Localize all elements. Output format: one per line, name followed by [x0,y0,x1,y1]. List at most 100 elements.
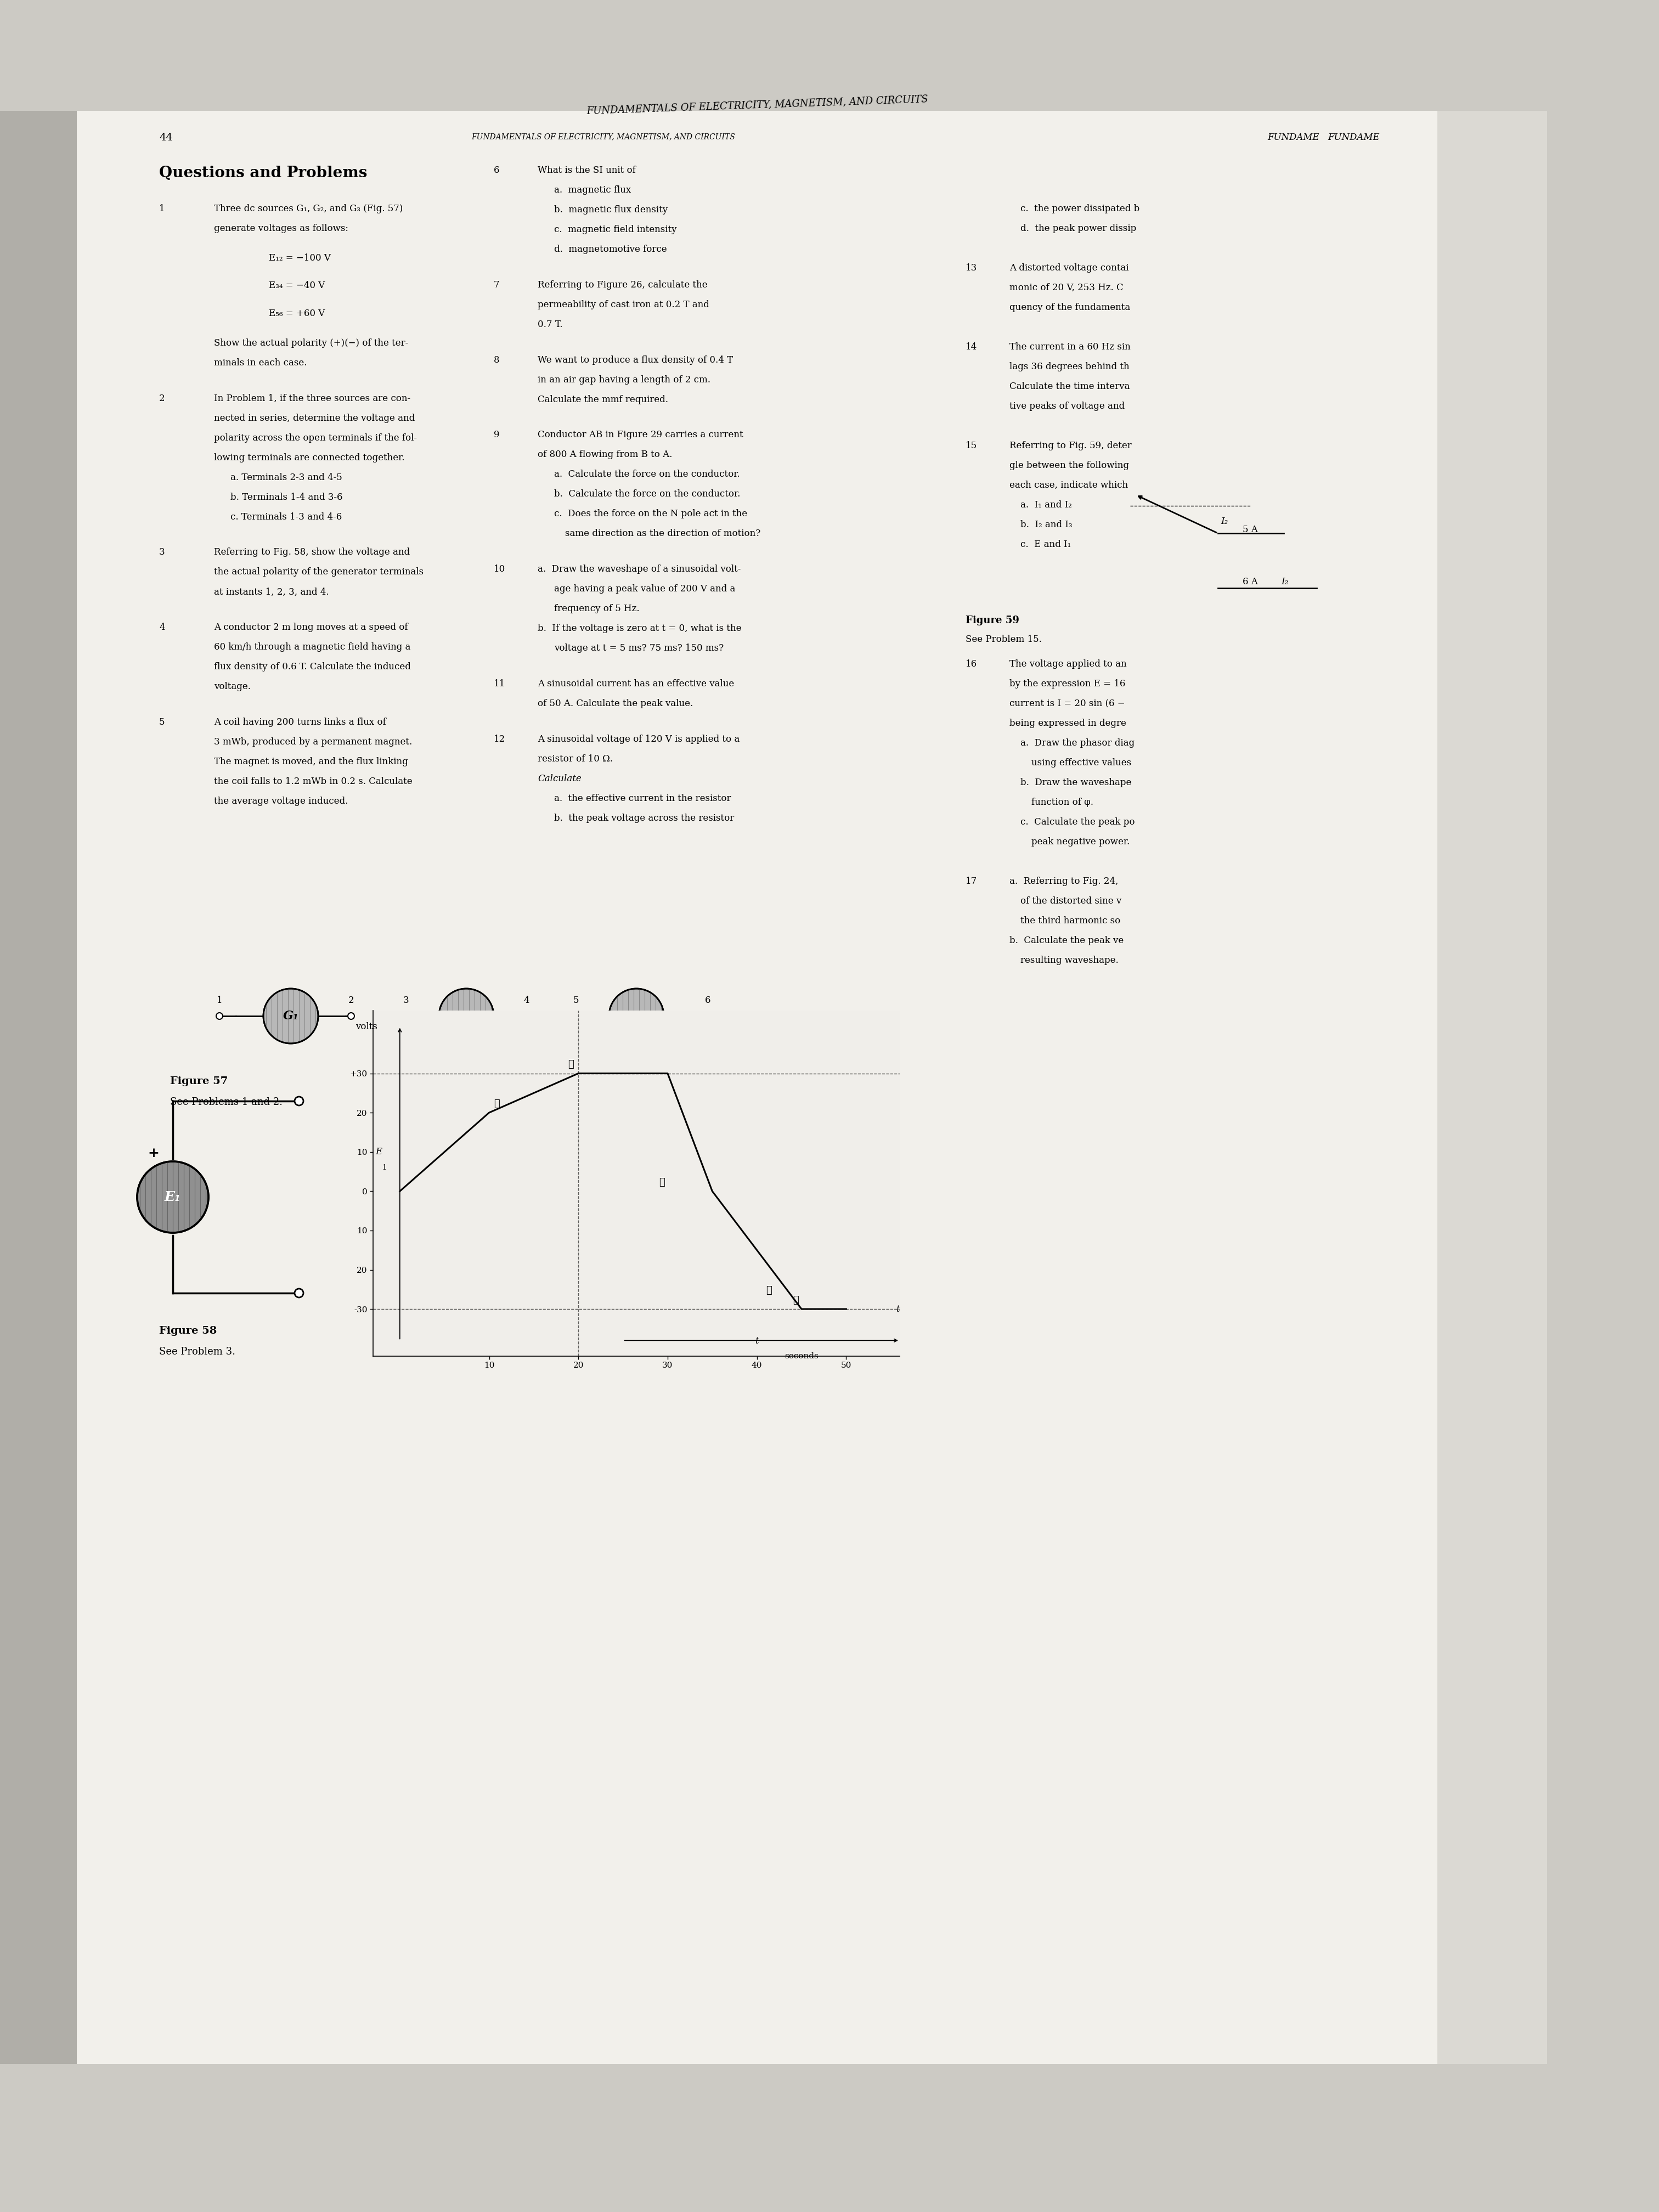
Text: b.  Calculate the peak ve: b. Calculate the peak ve [1009,936,1123,945]
Text: 3: 3 [403,995,408,1004]
Text: minals in each case.: minals in each case. [214,358,307,367]
Text: b. Terminals 1-4 and 3-6: b. Terminals 1-4 and 3-6 [231,493,343,502]
Text: peak negative power.: peak negative power. [1032,836,1130,847]
Text: G₃: G₃ [629,1011,644,1022]
Text: 3 mWb, produced by a permanent magnet.: 3 mWb, produced by a permanent magnet. [214,737,411,748]
Text: A distorted voltage contai: A distorted voltage contai [1009,263,1128,272]
Text: 1: 1 [382,1164,387,1170]
Text: Calculate the mmf required.: Calculate the mmf required. [538,394,669,405]
Text: 44: 44 [159,133,173,142]
Text: G₂: G₂ [458,1011,474,1022]
Text: 5 A: 5 A [1243,524,1258,535]
Text: The magnet is moved, and the flux linking: The magnet is moved, and the flux linkin… [214,757,408,765]
FancyBboxPatch shape [0,111,76,2064]
Text: current is I = 20 sin (6 −: current is I = 20 sin (6 − [1009,699,1125,708]
Text: voltage at t = 5 ms? 75 ms? 150 ms?: voltage at t = 5 ms? 75 ms? 150 ms? [554,644,723,653]
Text: 15: 15 [966,440,977,451]
Text: a.  Referring to Fig. 24,: a. Referring to Fig. 24, [1009,876,1118,887]
Text: E₁: E₁ [164,1190,181,1203]
Text: Referring to Fig. 59, deter: Referring to Fig. 59, deter [1009,440,1131,451]
Text: c.  Calculate the peak po: c. Calculate the peak po [1020,818,1135,827]
Text: Figure 58: Figure 58 [159,1325,217,1336]
Text: being expressed in degre: being expressed in degre [1009,719,1126,728]
Text: ②: ② [659,1177,665,1188]
Text: 0.7 T.: 0.7 T. [538,321,562,330]
Text: 12: 12 [494,734,506,743]
Text: +: + [148,1146,159,1159]
Text: 2: 2 [348,995,353,1004]
Text: 2: 2 [159,394,164,403]
Text: a.  Draw the waveshape of a sinusoidal volt-: a. Draw the waveshape of a sinusoidal vo… [538,564,742,573]
Text: resistor of 10 Ω.: resistor of 10 Ω. [538,754,612,763]
Text: ⑤: ⑤ [766,1285,771,1296]
Text: polarity across the open terminals if the fol-: polarity across the open terminals if th… [214,434,416,442]
Text: FUNDAMENTALS OF ELECTRICITY, MAGNETISM, AND CIRCUITS: FUNDAMENTALS OF ELECTRICITY, MAGNETISM, … [586,95,927,117]
Text: function of φ.: function of φ. [1032,799,1093,807]
Text: the actual polarity of the generator terminals: the actual polarity of the generator ter… [214,568,423,577]
Text: A sinusoidal voltage of 120 V is applied to a: A sinusoidal voltage of 120 V is applied… [538,734,740,743]
Text: See Problem 15.: See Problem 15. [966,635,1042,644]
Text: a.  Calculate the force on the conductor.: a. Calculate the force on the conductor. [554,469,740,480]
Circle shape [138,1161,209,1232]
Text: Conductor AB in Figure 29 carries a current: Conductor AB in Figure 29 carries a curr… [538,431,743,440]
Text: seconds: seconds [785,1352,818,1360]
Text: G₁: G₁ [284,1011,299,1022]
Circle shape [705,1013,712,1020]
Text: monic of 20 V, 253 Hz. C: monic of 20 V, 253 Hz. C [1009,283,1123,292]
Text: 13: 13 [966,263,977,272]
Text: c.  Does the force on the N pole act in the: c. Does the force on the N pole act in t… [554,509,747,518]
Text: the third harmonic so: the third harmonic so [1020,916,1120,925]
Text: Three dc sources G₁, G₂, and G₃ (Fig. 57): Three dc sources G₁, G₂, and G₃ (Fig. 57… [214,204,403,212]
Circle shape [440,989,494,1044]
Text: In Problem 1, if the three sources are con-: In Problem 1, if the three sources are c… [214,394,410,403]
Text: flux density of 0.6 T. Calculate the induced: flux density of 0.6 T. Calculate the ind… [214,661,411,672]
Text: b.  Calculate the force on the conductor.: b. Calculate the force on the conductor. [554,489,740,500]
Text: d.  the peak power dissip: d. the peak power dissip [1020,223,1136,232]
Text: a.  magnetic flux: a. magnetic flux [554,186,630,195]
Text: a.  the effective current in the resistor: a. the effective current in the resistor [554,794,732,803]
Circle shape [264,989,319,1044]
Text: ④: ④ [567,1060,574,1068]
Text: ③: ③ [793,1296,798,1305]
Text: The voltage applied to an: The voltage applied to an [1009,659,1126,668]
Text: quency of the fundamenta: quency of the fundamenta [1009,303,1130,312]
Text: b.  If the voltage is zero at t = 0, what is the: b. If the voltage is zero at t = 0, what… [538,624,742,633]
Text: E₅₆ = +60 V: E₅₆ = +60 V [269,310,325,319]
Text: 6 A: 6 A [1243,577,1258,586]
Text: volts: volts [355,1022,378,1031]
Text: Figure 59: Figure 59 [966,615,1019,626]
Text: in an air gap having a length of 2 cm.: in an air gap having a length of 2 cm. [538,376,710,385]
Text: frequency of 5 Hz.: frequency of 5 Hz. [554,604,639,613]
FancyBboxPatch shape [76,111,1437,2064]
Text: 3: 3 [159,549,164,557]
FancyBboxPatch shape [1437,111,1548,2064]
Text: c.  E and I₁: c. E and I₁ [1020,540,1072,549]
Text: 4: 4 [159,624,164,633]
Text: 5: 5 [159,717,164,728]
Circle shape [295,1097,304,1106]
Text: same direction as the direction of motion?: same direction as the direction of motio… [566,529,760,538]
Text: b.  magnetic flux density: b. magnetic flux density [554,206,667,215]
Text: resulting waveshape.: resulting waveshape. [1020,956,1118,964]
Text: See Problems 1 and 2.: See Problems 1 and 2. [171,1097,282,1106]
Text: 14: 14 [966,343,977,352]
Text: FUNDAME: FUNDAME [1327,133,1380,142]
Text: Referring to Fig. 58, show the voltage and: Referring to Fig. 58, show the voltage a… [214,549,410,557]
Text: permeability of cast iron at 0.2 T and: permeability of cast iron at 0.2 T and [538,301,710,310]
Text: a.  Draw the phasor diag: a. Draw the phasor diag [1020,739,1135,748]
Text: at instants 1, 2, 3, and 4.: at instants 1, 2, 3, and 4. [214,586,328,597]
Text: the coil falls to 1.2 mWb in 0.2 s. Calculate: the coil falls to 1.2 mWb in 0.2 s. Calc… [214,776,413,785]
Text: c.  magnetic field intensity: c. magnetic field intensity [554,226,677,234]
Text: We want to produce a flux density of 0.4 T: We want to produce a flux density of 0.4… [538,356,733,365]
Text: 17: 17 [966,876,977,887]
Text: b.  the peak voltage across the resistor: b. the peak voltage across the resistor [554,814,735,823]
Text: Calculate: Calculate [538,774,581,783]
Text: 8: 8 [494,356,499,365]
Text: by the expression E = 16: by the expression E = 16 [1009,679,1125,688]
Text: E₁₂ = −100 V: E₁₂ = −100 V [269,254,330,263]
Text: 16: 16 [966,659,977,668]
Text: I₂: I₂ [1221,518,1228,526]
Text: gle between the following: gle between the following [1009,460,1130,471]
Text: FUNDAME: FUNDAME [1267,133,1319,142]
Text: 60 km/h through a magnetic field having a: 60 km/h through a magnetic field having … [214,641,410,653]
